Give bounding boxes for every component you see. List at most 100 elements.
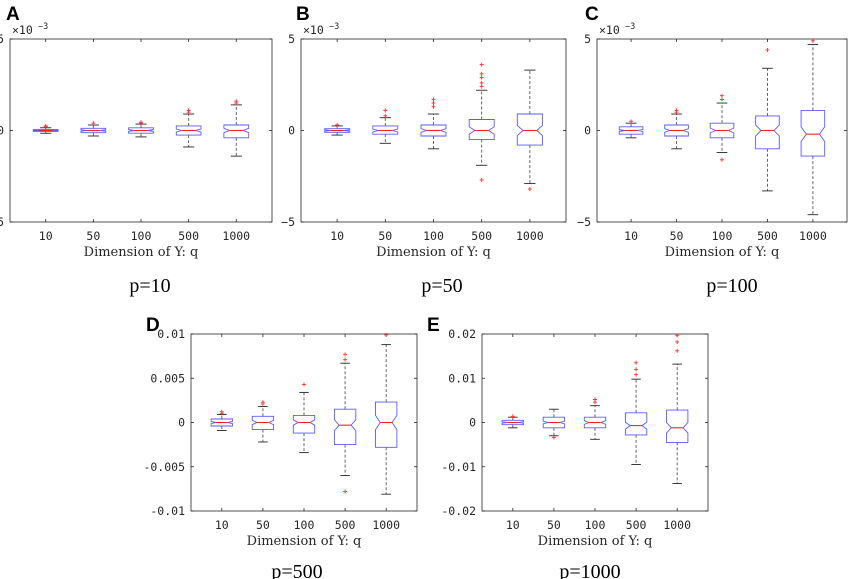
boxplot-10 bbox=[32, 123, 59, 134]
boxplot-500 bbox=[175, 108, 202, 148]
outlier-point bbox=[527, 187, 532, 192]
box-body bbox=[210, 418, 233, 427]
boxplot-100 bbox=[420, 97, 447, 150]
x-tick-label: 1000 bbox=[799, 229, 827, 243]
outlier-point bbox=[43, 123, 48, 128]
panel-label: C bbox=[585, 4, 599, 25]
box-body bbox=[624, 412, 648, 436]
panel-d: D -0.01 -0.005 0 0.005 0.01 10 50 100 500 1000 Dime… bbox=[143, 315, 418, 579]
boxplot-10 bbox=[324, 123, 351, 136]
x-axis-label: Dimension of Y: q bbox=[376, 245, 491, 260]
y-tick-label: 0 bbox=[469, 416, 476, 430]
boxplot-10 bbox=[210, 409, 233, 431]
x-tick-label: 1000 bbox=[663, 518, 691, 532]
panel-label: A bbox=[6, 4, 20, 25]
x-axis-label: Dimension of Y: q bbox=[84, 245, 199, 260]
box-body bbox=[501, 419, 524, 426]
y-tick-label: 0.01 bbox=[448, 371, 476, 385]
box-body bbox=[583, 416, 607, 429]
x-tick-label: 100 bbox=[294, 518, 315, 532]
x-tick-label: 500 bbox=[757, 229, 778, 243]
outlier-point bbox=[234, 99, 239, 104]
y-exponent-label: ×10 bbox=[12, 23, 33, 37]
outlier-point bbox=[186, 108, 191, 113]
outlier-point bbox=[765, 47, 770, 52]
outlier-point bbox=[384, 332, 389, 337]
x-tick-label: 100 bbox=[712, 229, 733, 243]
box-body bbox=[292, 414, 316, 434]
outlier-point bbox=[431, 104, 436, 109]
boxplot-10 bbox=[501, 414, 524, 429]
x-tick-label: 100 bbox=[423, 229, 444, 243]
box-body bbox=[128, 127, 154, 134]
outlier-point bbox=[674, 108, 679, 113]
y-tick-label: −5 bbox=[281, 215, 295, 229]
boxplot-500 bbox=[755, 47, 780, 192]
box-body bbox=[324, 128, 351, 133]
y-exponent-power: −3 bbox=[38, 22, 48, 32]
x-tick-label: 10 bbox=[330, 229, 344, 243]
panel-label: B bbox=[296, 4, 310, 25]
panel-title: p=50 bbox=[421, 275, 462, 297]
box-body bbox=[175, 125, 202, 136]
outlier-point bbox=[479, 84, 484, 89]
box-body bbox=[223, 124, 250, 139]
x-tick-label: 500 bbox=[626, 518, 647, 532]
outlier-point bbox=[383, 108, 388, 113]
y-exponent-label: ×10 bbox=[303, 23, 324, 37]
box-body bbox=[709, 122, 735, 139]
y-tick-label: 0 bbox=[584, 124, 591, 138]
boxplot-50 bbox=[542, 408, 566, 440]
panel-c: C −5 0 5 ×10 −3 10 50 100 500 1000 Dimension of Y: … bbox=[577, 4, 848, 297]
box-body bbox=[468, 119, 495, 141]
y-tick-label: -0.01 bbox=[150, 504, 185, 518]
boxplot-1000 bbox=[666, 333, 689, 485]
boxplot-50 bbox=[372, 108, 399, 144]
outlier-point bbox=[343, 352, 348, 357]
x-tick-label: 100 bbox=[585, 518, 606, 532]
box-body bbox=[664, 124, 689, 137]
y-exponent-power: −3 bbox=[329, 22, 339, 32]
boxplot-500 bbox=[624, 360, 648, 465]
boxplot-1000 bbox=[516, 69, 543, 192]
x-tick-label: 1000 bbox=[222, 229, 250, 243]
x-tick-label: 10 bbox=[624, 229, 638, 243]
x-tick-label: 50 bbox=[378, 229, 392, 243]
panel-title: p=500 bbox=[271, 561, 322, 579]
panel-label: E bbox=[427, 315, 440, 336]
panel-b: B −5 0 5 ×10 −3 10 50 100 500 1000 Dimension of Y: … bbox=[281, 4, 567, 297]
x-tick-label: 10 bbox=[506, 518, 520, 532]
outlier-point bbox=[634, 372, 639, 377]
boxplot-100 bbox=[292, 382, 316, 454]
boxplot-1000 bbox=[800, 38, 826, 216]
boxplot-500 bbox=[333, 352, 357, 494]
box-body bbox=[333, 408, 357, 446]
outlier-point bbox=[479, 71, 484, 76]
y-tick-label: 0.01 bbox=[157, 327, 185, 341]
x-axis-label: Dimension of Y: q bbox=[538, 534, 653, 549]
outlier-point bbox=[720, 93, 724, 98]
x-axis-label: Dimension of Y: q bbox=[665, 245, 780, 260]
box-body bbox=[80, 127, 107, 134]
outlier-point bbox=[720, 157, 724, 162]
x-tick-label: 10 bbox=[215, 518, 229, 532]
box-body bbox=[618, 126, 644, 135]
boxplot-50 bbox=[664, 108, 689, 150]
x-tick-label: 10 bbox=[39, 229, 53, 243]
y-tick-label: 5 bbox=[0, 32, 4, 46]
boxplot-100 bbox=[583, 397, 607, 440]
y-tick-label: 0 bbox=[178, 416, 185, 430]
x-tick-label: 50 bbox=[86, 229, 100, 243]
outlier-point bbox=[431, 101, 436, 106]
outlier-point bbox=[634, 367, 639, 372]
outlier-point bbox=[675, 333, 680, 338]
y-tick-label: −5 bbox=[577, 215, 591, 229]
x-tick-label: 50 bbox=[256, 518, 270, 532]
box-body bbox=[375, 401, 398, 448]
y-tick-label: −5 bbox=[0, 215, 4, 229]
outlier-point bbox=[479, 177, 484, 182]
y-tick-label: 5 bbox=[584, 32, 591, 46]
outlier-point bbox=[810, 38, 815, 43]
boxplot-100 bbox=[709, 93, 735, 162]
